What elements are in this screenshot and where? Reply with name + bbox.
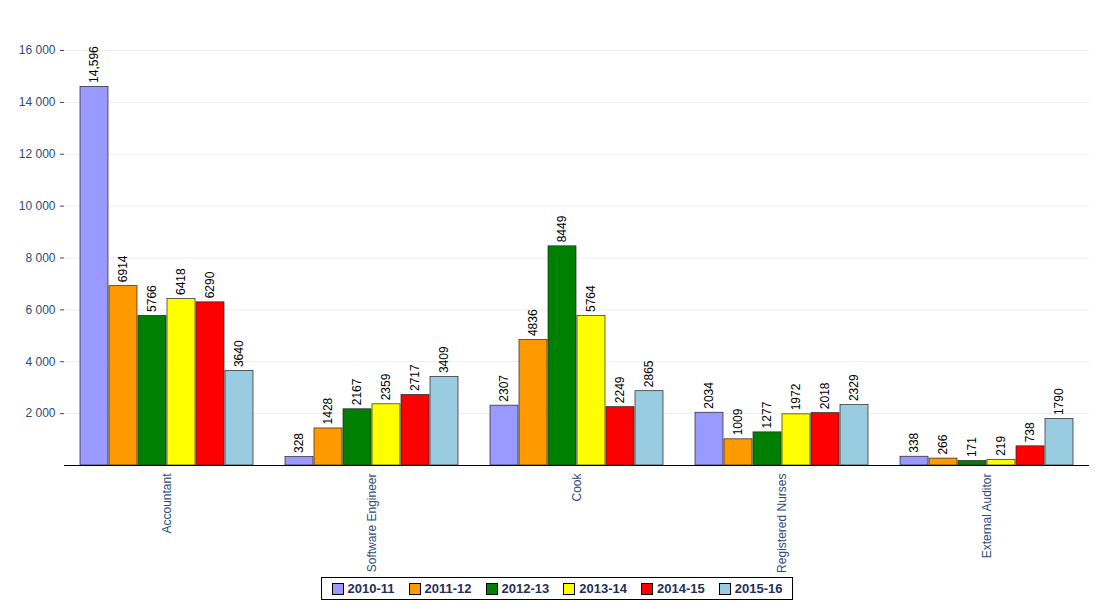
svg-text:2865: 2865 — [642, 360, 656, 387]
svg-text:12 000: 12 000 — [19, 147, 56, 161]
html-text:2010-11: 2010-11 — [347, 581, 395, 596]
svg-text:3409: 3409 — [437, 346, 451, 373]
svg-text:Registered Nurses: Registered Nurses — [775, 474, 789, 573]
svg-text:2717: 2717 — [408, 364, 422, 391]
svg-text:6290: 6290 — [203, 271, 217, 298]
svg-text:16 000: 16 000 — [19, 43, 56, 57]
svg-text:171: 171 — [965, 437, 979, 457]
svg-text:5766: 5766 — [145, 285, 159, 312]
svg-text:2167: 2167 — [350, 378, 364, 405]
svg-text:8 000: 8 000 — [25, 251, 55, 265]
svg-text:External Auditor: External Auditor — [980, 474, 994, 559]
svg-text:6914: 6914 — [116, 255, 130, 282]
svg-text:2249: 2249 — [613, 376, 627, 403]
svg-text:2359: 2359 — [379, 373, 393, 400]
svg-text:6418: 6418 — [174, 268, 188, 295]
svg-text:328: 328 — [292, 433, 306, 453]
svg-text:3640: 3640 — [232, 340, 246, 367]
svg-text:Software Engineer: Software Engineer — [365, 474, 379, 573]
html-text:2012-13: 2012-13 — [501, 581, 550, 596]
svg-text:2 000: 2 000 — [25, 406, 55, 420]
svg-text:8449: 8449 — [555, 215, 569, 242]
svg-text:14 000: 14 000 — [19, 95, 56, 109]
svg-text:6 000: 6 000 — [25, 303, 55, 317]
svg-text:14,596: 14,596 — [87, 46, 101, 83]
svg-text:266: 266 — [936, 434, 950, 454]
html-text:2011-12: 2011-12 — [424, 581, 472, 596]
svg-text:1428: 1428 — [321, 397, 335, 424]
svg-text:2329: 2329 — [847, 374, 861, 401]
svg-text:1277: 1277 — [760, 401, 774, 428]
svg-text:2034: 2034 — [702, 382, 716, 409]
html-text:2015-16: 2015-16 — [734, 581, 783, 596]
svg-text:1790: 1790 — [1052, 388, 1066, 415]
svg-text:Cook: Cook — [570, 473, 584, 502]
svg-text:338: 338 — [907, 432, 921, 452]
svg-text:4836: 4836 — [526, 309, 540, 336]
svg-text:2307: 2307 — [497, 375, 511, 402]
svg-text:Accountant: Accountant — [160, 473, 174, 534]
svg-text:10 000: 10 000 — [19, 199, 56, 213]
svg-text:1972: 1972 — [789, 383, 803, 410]
svg-text:2018: 2018 — [818, 382, 832, 409]
svg-text:738: 738 — [1023, 422, 1037, 442]
svg-text:4 000: 4 000 — [25, 355, 55, 369]
svg-text:1009: 1009 — [731, 408, 745, 435]
svg-text:5764: 5764 — [584, 285, 598, 312]
html-text:2014-15: 2014-15 — [657, 581, 705, 596]
html-text:2013-14: 2013-14 — [579, 581, 627, 596]
svg-text:219: 219 — [994, 435, 1008, 455]
